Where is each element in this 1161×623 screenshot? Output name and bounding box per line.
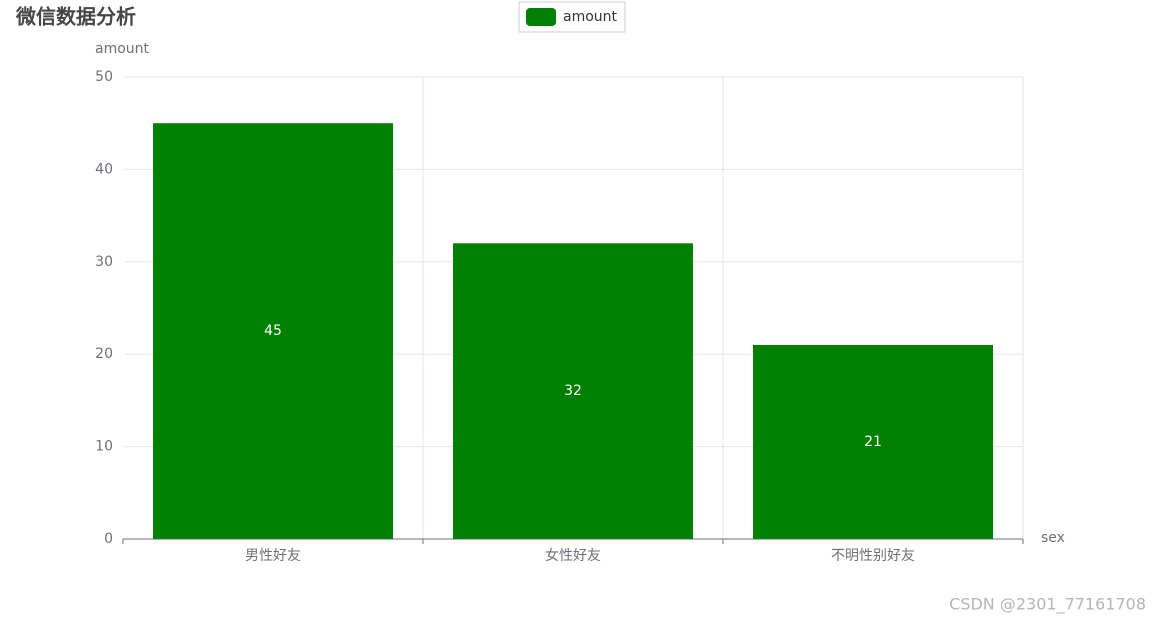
legend-swatch: [526, 8, 556, 26]
x-axis-label: sex: [1041, 530, 1065, 546]
y-tick-label: 20: [95, 346, 113, 362]
watermark: CSDN @2301_77161708: [949, 595, 1146, 615]
bar: [153, 123, 393, 539]
y-tick-label: 0: [104, 531, 113, 547]
x-tick-label: 女性好友: [545, 547, 601, 564]
x-tick-label: 不明性别好友: [831, 548, 915, 564]
y-tick-label: 50: [95, 69, 113, 85]
x-tick-label: 男性好友: [245, 548, 301, 564]
data-label: 32: [564, 383, 582, 399]
data-label: 21: [864, 434, 882, 450]
y-tick-label: 30: [95, 254, 113, 270]
chart-title: 微信数据分析: [15, 5, 136, 29]
bar: [753, 344, 993, 539]
y-axis-label: amount: [95, 41, 150, 57]
legend-label: amount: [563, 9, 618, 25]
data-label: 45: [264, 323, 282, 339]
y-tick-label: 40: [95, 161, 113, 177]
legend-box: [518, 1, 626, 33]
y-tick-label: 10: [95, 439, 113, 455]
bar: [453, 243, 693, 539]
